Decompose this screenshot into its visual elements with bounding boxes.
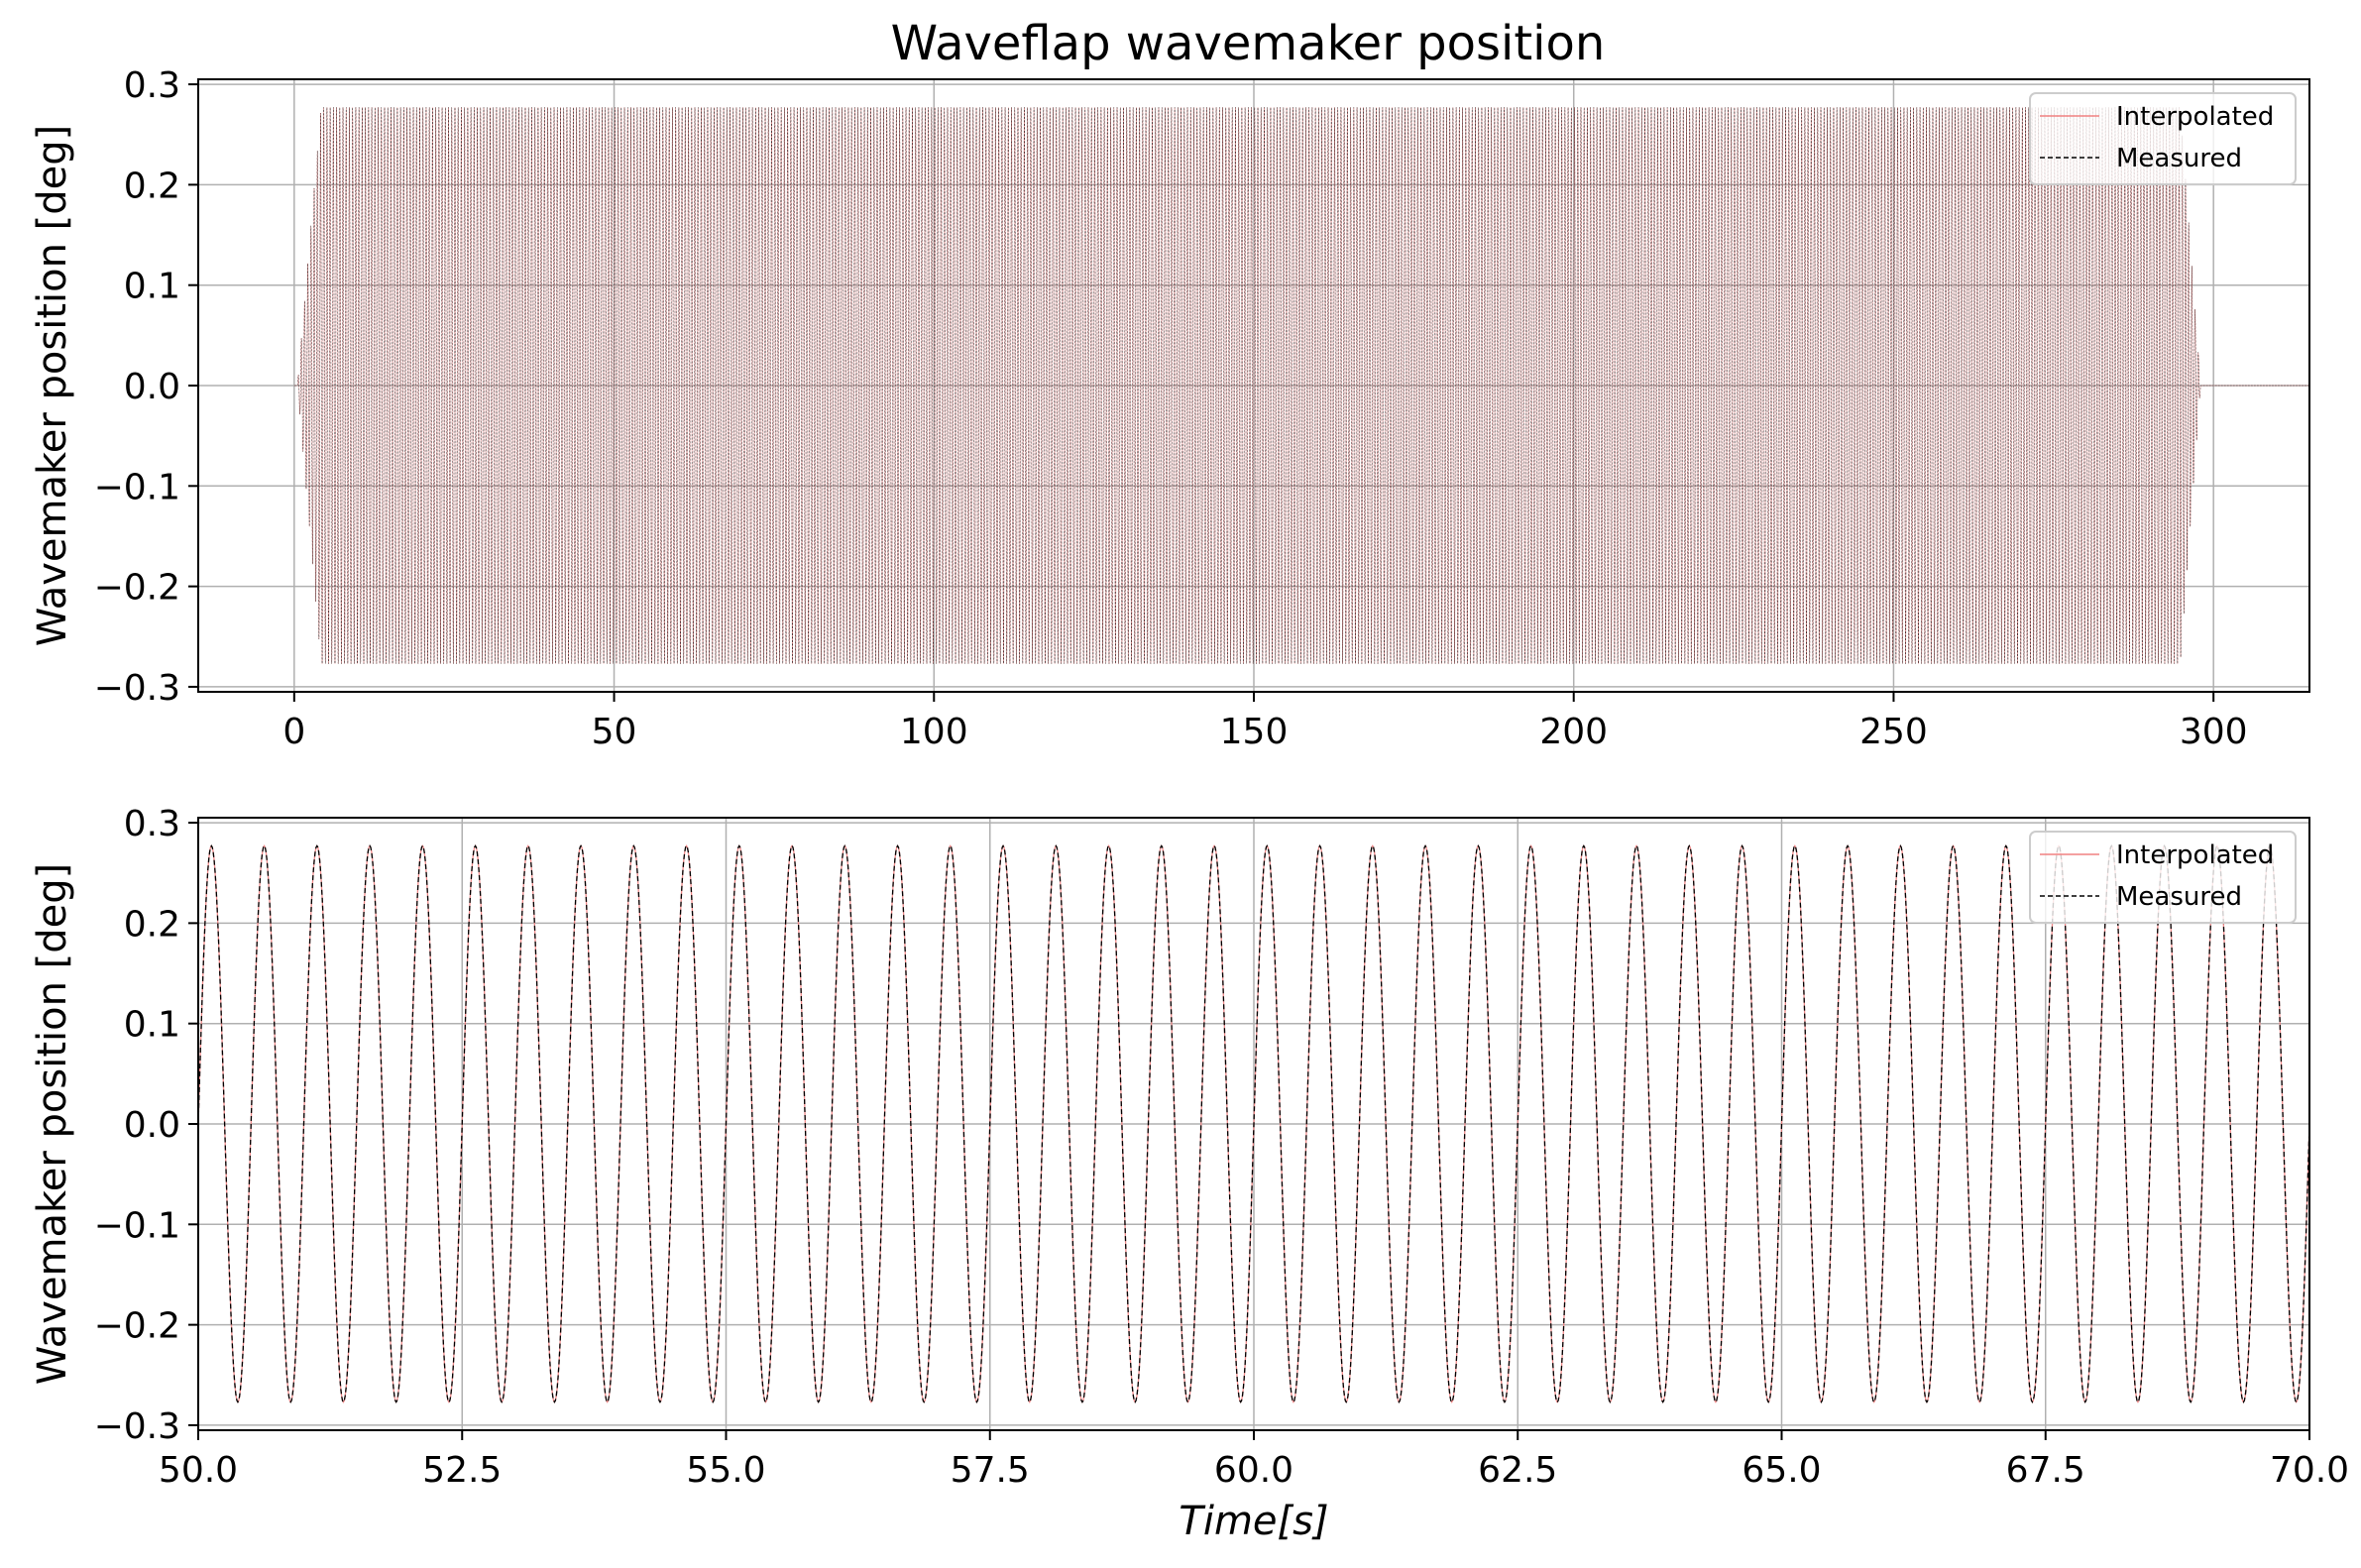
y-tick-label: 0.0 [124,367,180,407]
y-axis-label: Wavemaker position [deg] [30,125,75,647]
x-tick-label: 62.5 [1478,1450,1557,1491]
legend-label-measured: Measured [2116,882,2242,912]
y-tick-label: 0.2 [124,904,180,945]
y-tick-label: 0.0 [124,1105,180,1146]
series-line-measured [293,107,2309,664]
x-tick-label: 100 [900,712,968,752]
x-tick-label: 52.5 [422,1450,502,1491]
x-tick-label: 50.0 [159,1450,238,1491]
x-tick-label: 250 [1859,712,1928,752]
x-tick-label: 55.0 [686,1450,765,1491]
chart-title: Waveflap wavemaker position [891,16,1606,71]
y-tick-label: −0.1 [94,1205,180,1246]
y-axis-label: Wavemaker position [deg] [30,863,75,1386]
y-tick-label: −0.3 [94,668,180,709]
legend-label-interpolated: Interpolated [2116,840,2274,870]
x-tick-label: 50 [592,712,637,752]
x-tick-label: 200 [1539,712,1608,752]
legend: Interpolated Measured [2029,92,2297,185]
series-line-measured [198,844,2309,1403]
legend-label-interpolated: Interpolated [2116,102,2274,132]
y-tick-label: −0.2 [94,1306,180,1347]
y-tick-label: −0.2 [94,568,180,609]
x-axis-label: Time[s] [1179,1499,1328,1544]
legend-label-measured: Measured [2116,144,2242,173]
panel-zoom: Wavemaker position [deg] Time[s] Interpo… [30,804,2349,1544]
y-tick-label: 0.1 [124,1005,180,1046]
y-tick-label: −0.3 [94,1406,180,1447]
x-tick-label: 65.0 [1742,1450,1821,1491]
x-tick-label: 300 [2180,712,2248,752]
x-tick-label: 150 [1220,712,1289,752]
x-tick-label: 0 [282,712,305,752]
y-tick-label: 0.3 [124,65,180,106]
y-tick-label: 0.3 [124,804,180,844]
y-tick-label: 0.2 [124,166,180,206]
panel-overview: Wavemaker position [deg] Interpolated Me… [30,65,2310,752]
x-tick-label: 60.0 [1214,1450,1293,1491]
y-tick-label: 0.1 [124,267,180,307]
x-tick-label: 57.5 [951,1450,1030,1491]
legend: Interpolated Measured [2029,831,2297,924]
x-tick-label: 70.0 [2270,1450,2349,1491]
y-tick-label: −0.1 [94,467,180,507]
x-tick-label: 67.5 [2006,1450,2085,1491]
